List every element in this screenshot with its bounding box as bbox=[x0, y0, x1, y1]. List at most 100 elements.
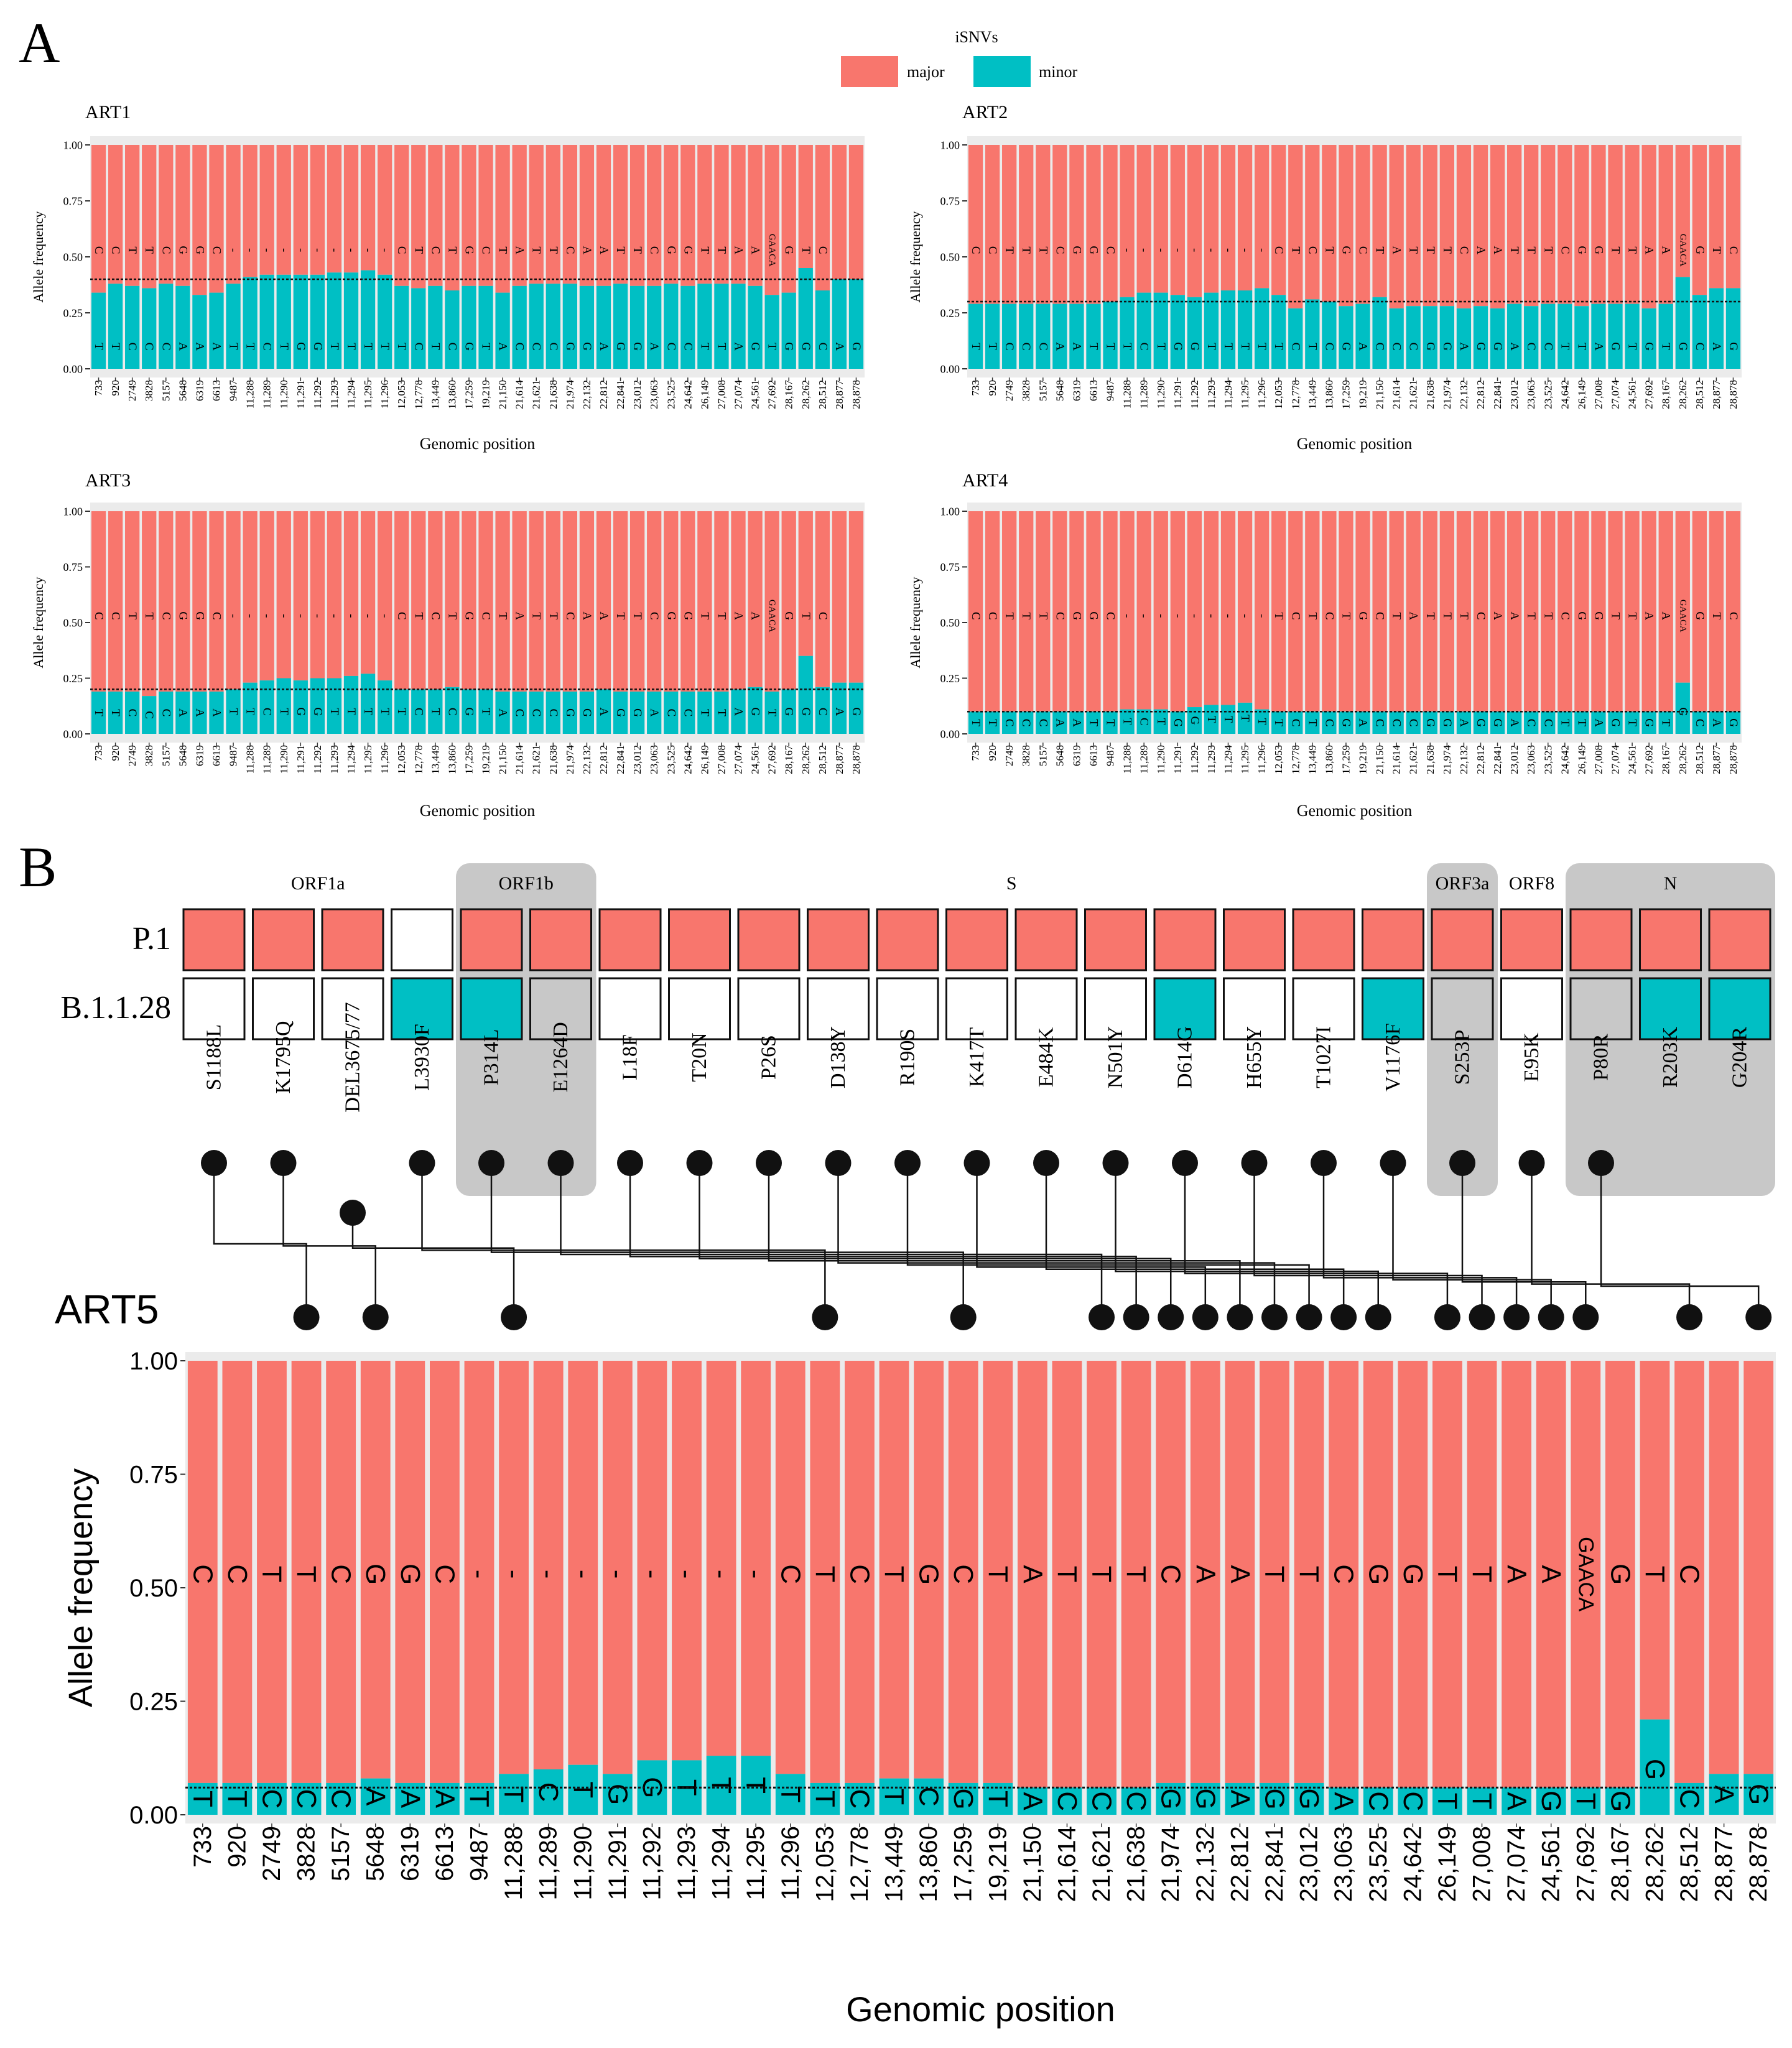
x-tick-label: 24,642 bbox=[1559, 745, 1571, 774]
major-allele-label: T bbox=[1525, 612, 1538, 619]
major-allele-label: - bbox=[1255, 614, 1268, 618]
major-allele-label: T bbox=[1339, 612, 1352, 619]
panel-b-label: B bbox=[19, 835, 57, 899]
bar-minor bbox=[1524, 306, 1539, 369]
bar-minor bbox=[1439, 711, 1454, 734]
major-allele-label: T bbox=[256, 1566, 287, 1583]
bar-minor bbox=[562, 284, 577, 369]
major-allele-label: T bbox=[1541, 612, 1554, 619]
bar-major bbox=[985, 511, 1000, 712]
chart-title: ART4 bbox=[962, 470, 1008, 491]
bar-minor bbox=[1692, 295, 1707, 369]
bar-major bbox=[1120, 511, 1135, 710]
minor-allele-label: T bbox=[187, 1791, 218, 1807]
mutation-dot bbox=[1311, 1150, 1337, 1176]
mutation-label: N501Y bbox=[1104, 1026, 1127, 1088]
minor-allele-label: A bbox=[176, 342, 189, 351]
major-allele-label: A bbox=[1508, 611, 1521, 620]
x-tick-label: 6319 bbox=[1070, 380, 1082, 401]
major-allele-label: T bbox=[1036, 612, 1049, 619]
minor-allele-label: T bbox=[1255, 343, 1268, 350]
bar-minor bbox=[1136, 709, 1151, 734]
major-allele-label: G bbox=[176, 611, 189, 620]
bar-major bbox=[327, 145, 342, 273]
connector-line bbox=[837, 1163, 1276, 1317]
position-dot bbox=[1745, 1304, 1772, 1330]
major-allele-label: C bbox=[480, 612, 493, 620]
major-allele-label: - bbox=[345, 614, 358, 618]
bar-minor bbox=[1675, 682, 1690, 734]
bar-major bbox=[798, 145, 813, 268]
bar-major bbox=[697, 511, 712, 692]
bar-minor bbox=[411, 689, 426, 734]
bar-major bbox=[562, 511, 577, 692]
minor-allele-label: C bbox=[1693, 719, 1706, 727]
bar-minor bbox=[91, 292, 106, 369]
x-tick-label: 11,291 bbox=[1172, 745, 1184, 774]
minor-allele-label: G bbox=[564, 708, 577, 717]
bar-minor bbox=[1692, 711, 1707, 734]
x-tick-label: 920 bbox=[109, 745, 121, 761]
mutation-dot bbox=[1380, 1150, 1406, 1176]
x-tick-label: 27,692 bbox=[1572, 1826, 1599, 1902]
major-allele-label: - bbox=[1171, 248, 1184, 252]
bar-major bbox=[360, 1361, 391, 1779]
x-tick-label: 28,878 bbox=[850, 380, 862, 409]
major-allele-label: C bbox=[986, 246, 999, 254]
major-allele-label: - bbox=[1154, 248, 1168, 252]
minor-allele-label: C bbox=[1363, 1791, 1393, 1811]
minor-allele-label: C bbox=[547, 709, 560, 717]
major-allele-label: - bbox=[1255, 248, 1268, 252]
bar-major bbox=[815, 511, 830, 687]
major-allele-label: C bbox=[1104, 246, 1117, 254]
bar-minor bbox=[1574, 711, 1589, 734]
minor-allele-label: T bbox=[345, 343, 358, 350]
x-tick-label: 12,778 bbox=[1289, 380, 1301, 409]
b1128-cell bbox=[1292, 977, 1355, 1040]
major-allele-label: T bbox=[547, 612, 560, 619]
bar-minor bbox=[1423, 711, 1437, 734]
x-tick-label: 11,289 bbox=[1138, 380, 1150, 409]
x-tick-label: 27,074 bbox=[1610, 380, 1622, 409]
major-allele-label: T bbox=[142, 246, 156, 254]
bar-major bbox=[579, 145, 595, 286]
bar-minor bbox=[310, 274, 325, 369]
x-tick-label: 11,292 bbox=[1189, 380, 1200, 409]
bar-major bbox=[1506, 511, 1522, 712]
x-tick-label: 22,132 bbox=[581, 745, 593, 774]
y-tick-label: 0.00 bbox=[63, 363, 83, 375]
x-tick-label: 21,638 bbox=[547, 745, 559, 774]
bar-major bbox=[568, 1361, 598, 1765]
minor-allele-label: T bbox=[1626, 719, 1639, 726]
minor-allele-label: A bbox=[1592, 342, 1605, 351]
major-allele-label: G bbox=[193, 246, 206, 254]
x-tick-label: 23,063 bbox=[1525, 380, 1537, 409]
bar-major bbox=[1372, 511, 1387, 712]
x-tick-label: 17,259 bbox=[463, 380, 475, 409]
bar-major bbox=[1692, 511, 1707, 712]
bar-major bbox=[1002, 511, 1017, 712]
mutation-dot bbox=[547, 1150, 574, 1176]
minor-allele-label: T bbox=[464, 1791, 494, 1807]
major-allele-label: T bbox=[1052, 1566, 1082, 1583]
x-tick-label: 22,812 bbox=[1226, 1826, 1253, 1902]
minor-allele-label: T bbox=[879, 1788, 909, 1805]
bar-major bbox=[1036, 145, 1051, 304]
bar-major bbox=[1658, 145, 1673, 304]
mutation-label: E484K bbox=[1035, 1027, 1058, 1087]
minor-allele-label: A bbox=[429, 1790, 460, 1809]
bar-minor bbox=[1153, 292, 1168, 369]
x-tick-label: 12,778 bbox=[412, 380, 424, 409]
major-allele-label: T bbox=[1441, 246, 1454, 254]
x-tick-label: 23,012 bbox=[631, 745, 643, 774]
bar-minor bbox=[596, 285, 611, 369]
x-tick-label: 22,132 bbox=[1458, 380, 1470, 409]
major-allele-label: C bbox=[1156, 1564, 1186, 1584]
minor-allele-label: T bbox=[810, 1791, 840, 1807]
minor-allele-label: T bbox=[222, 1791, 253, 1807]
minor-allele-label: A bbox=[1053, 718, 1066, 727]
p1-cell bbox=[945, 908, 1008, 971]
bar-major bbox=[142, 511, 157, 697]
bar-major bbox=[1608, 511, 1623, 712]
bar-major bbox=[1502, 1361, 1532, 1788]
